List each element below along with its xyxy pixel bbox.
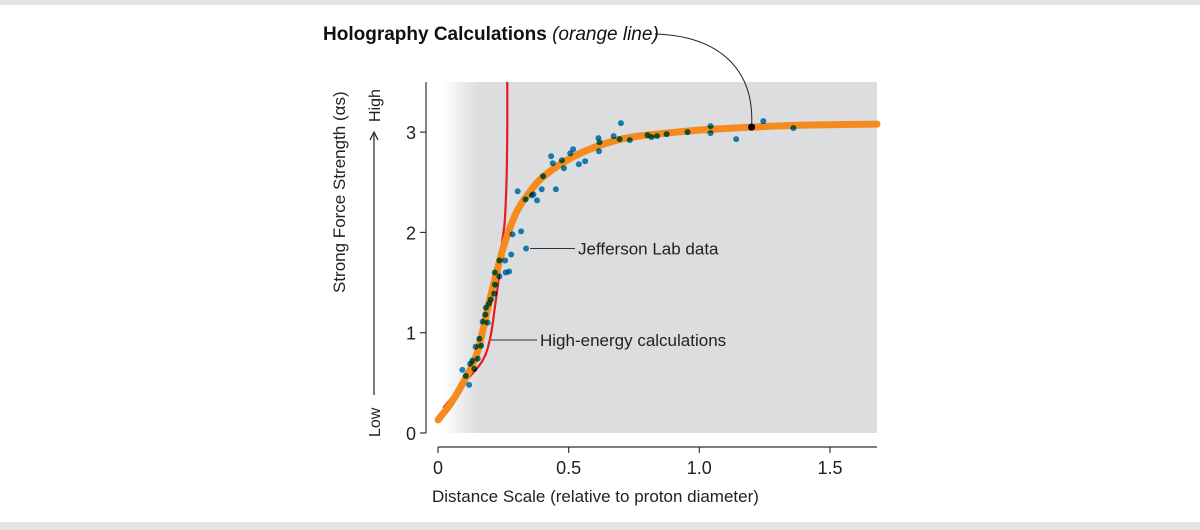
data-point bbox=[459, 366, 466, 373]
data-point bbox=[482, 311, 489, 318]
data-point bbox=[707, 123, 714, 130]
data-point bbox=[538, 186, 545, 193]
data-point bbox=[707, 130, 714, 137]
data-point bbox=[476, 335, 483, 342]
data-point bbox=[575, 161, 582, 168]
chart-title: Holography Calculations (orange line) bbox=[323, 24, 659, 45]
data-point bbox=[502, 257, 509, 264]
data-point bbox=[648, 134, 655, 141]
jefferson-label: Jefferson Lab data bbox=[578, 239, 719, 258]
data-point bbox=[534, 197, 541, 204]
data-point bbox=[479, 318, 486, 325]
data-point bbox=[560, 165, 567, 172]
data-point bbox=[790, 125, 797, 132]
y-high-label: High bbox=[367, 89, 384, 122]
data-point bbox=[478, 342, 485, 349]
data-point bbox=[509, 231, 516, 238]
data-point bbox=[508, 251, 515, 258]
high-energy-label: High-energy calculations bbox=[540, 331, 726, 350]
data-point bbox=[548, 153, 555, 160]
data-point bbox=[653, 133, 660, 140]
data-point bbox=[549, 160, 556, 167]
data-point bbox=[733, 136, 740, 143]
data-point bbox=[540, 173, 547, 180]
data-point bbox=[684, 129, 691, 136]
chart-title-note: (orange line) bbox=[552, 24, 659, 45]
data-point bbox=[491, 269, 498, 276]
data-point bbox=[616, 136, 623, 143]
data-point bbox=[570, 146, 577, 153]
data-point bbox=[523, 245, 530, 252]
x-tick-label: 1.5 bbox=[817, 458, 842, 478]
data-point bbox=[496, 273, 503, 280]
data-point bbox=[595, 148, 602, 155]
arrow-head-icon bbox=[369, 130, 379, 141]
y-axis-label: Strong Force Strength (αs) bbox=[330, 91, 349, 293]
data-point bbox=[487, 296, 494, 303]
data-point bbox=[462, 372, 469, 379]
data-point bbox=[610, 133, 617, 140]
x-tick-label: 1.0 bbox=[687, 458, 712, 478]
y-tick-label: 2 bbox=[406, 223, 416, 243]
data-point bbox=[506, 268, 513, 275]
shade-fill bbox=[477, 82, 877, 433]
shaded-region bbox=[442, 82, 877, 433]
data-point bbox=[617, 120, 624, 127]
y-low-label: Low bbox=[367, 407, 384, 437]
data-point bbox=[466, 381, 473, 388]
data-point bbox=[530, 191, 537, 198]
data-point bbox=[469, 357, 476, 364]
data-point bbox=[496, 257, 503, 264]
data-point bbox=[558, 157, 565, 164]
data-point bbox=[626, 137, 633, 144]
data-point bbox=[518, 228, 525, 235]
data-point bbox=[522, 196, 529, 203]
holography-marker bbox=[748, 123, 756, 131]
x-tick-label: 0 bbox=[433, 458, 443, 478]
jefferson-lab-points bbox=[459, 118, 797, 388]
data-point bbox=[596, 139, 603, 146]
y-tick-label: 1 bbox=[406, 324, 416, 344]
top-border bbox=[0, 0, 1200, 5]
shade-gradient bbox=[442, 82, 478, 433]
x-tick-label: 0.5 bbox=[556, 458, 581, 478]
axes: 0 1 2 3 0 0.5 1.0 1.5 bbox=[406, 82, 877, 478]
bottom-border bbox=[0, 522, 1200, 530]
data-point bbox=[491, 281, 498, 288]
data-point bbox=[514, 188, 521, 195]
data-point bbox=[491, 290, 498, 297]
y-tick-label: 3 bbox=[406, 123, 416, 143]
x-axis-label: Distance Scale (relative to proton diame… bbox=[432, 487, 759, 506]
data-point bbox=[474, 355, 481, 362]
data-point bbox=[663, 131, 670, 138]
holography-leader bbox=[654, 33, 753, 128]
data-point bbox=[582, 158, 589, 165]
data-point bbox=[552, 186, 559, 193]
data-point bbox=[471, 365, 478, 372]
data-point bbox=[760, 118, 767, 125]
data-point bbox=[472, 343, 479, 350]
data-point bbox=[484, 319, 491, 326]
y-tick-label: 0 bbox=[406, 424, 416, 444]
